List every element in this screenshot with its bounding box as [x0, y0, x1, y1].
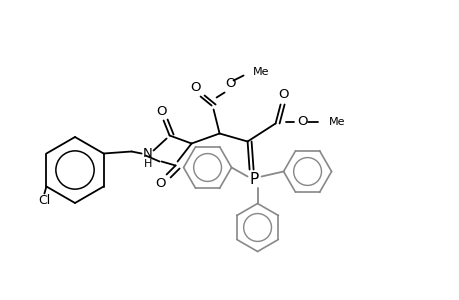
Text: N: N — [142, 147, 152, 160]
Text: P: P — [249, 172, 258, 187]
Text: H: H — [143, 158, 151, 169]
Text: O: O — [297, 115, 307, 128]
Text: Me: Me — [252, 67, 269, 76]
Text: O: O — [156, 105, 167, 118]
Text: O: O — [278, 88, 288, 101]
Text: O: O — [225, 77, 235, 90]
Text: O: O — [190, 81, 201, 94]
Text: O: O — [155, 177, 165, 190]
Text: Me: Me — [328, 116, 344, 127]
Text: Cl: Cl — [38, 194, 50, 207]
